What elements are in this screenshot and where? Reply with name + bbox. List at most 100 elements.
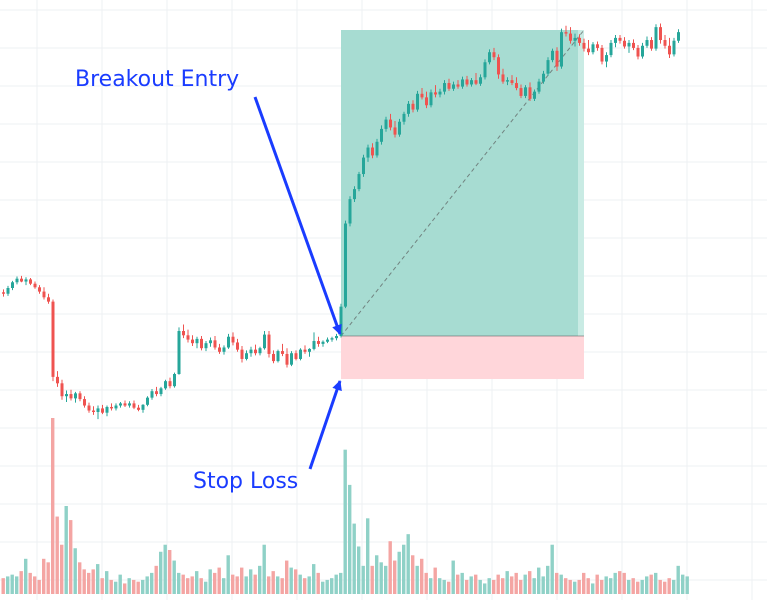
volume-bars bbox=[1, 418, 689, 594]
candle-body bbox=[510, 80, 514, 84]
volume-bar bbox=[240, 567, 244, 594]
candle bbox=[326, 337, 329, 344]
volume-bar bbox=[501, 578, 505, 594]
volume-bar bbox=[249, 569, 253, 594]
candle bbox=[443, 80, 446, 95]
volume-bar bbox=[505, 571, 509, 594]
volume-bar bbox=[685, 576, 689, 594]
candle bbox=[470, 78, 473, 87]
volume-bar bbox=[415, 565, 419, 594]
volume-bar bbox=[442, 579, 446, 594]
candle bbox=[596, 41, 599, 51]
candle bbox=[618, 35, 622, 44]
volume-bar bbox=[100, 578, 104, 594]
volume-bar bbox=[447, 581, 451, 594]
candle bbox=[357, 171, 361, 192]
volume-bar bbox=[114, 581, 118, 594]
candle-body bbox=[308, 348, 311, 352]
candle-body bbox=[317, 341, 320, 344]
volume-bar bbox=[1, 578, 5, 594]
candle bbox=[245, 350, 248, 361]
candle bbox=[132, 400, 136, 410]
candle-body bbox=[344, 223, 347, 307]
candle-body bbox=[20, 278, 23, 282]
candle bbox=[416, 90, 419, 112]
candle bbox=[524, 85, 527, 99]
candle bbox=[164, 379, 167, 390]
volume-bar bbox=[523, 574, 527, 594]
candle bbox=[519, 84, 523, 99]
volume-bar bbox=[298, 574, 302, 594]
volume-bar bbox=[510, 576, 514, 594]
candle-body bbox=[461, 79, 464, 87]
candle-body bbox=[632, 42, 635, 48]
volume-bar bbox=[204, 581, 208, 594]
candle-body bbox=[155, 391, 158, 395]
candle-body bbox=[434, 92, 437, 95]
candle-body bbox=[105, 406, 109, 413]
candle bbox=[663, 35, 667, 49]
candle-body bbox=[470, 80, 473, 85]
volume-bar bbox=[609, 578, 613, 594]
candle bbox=[569, 27, 572, 44]
candle bbox=[497, 54, 500, 79]
volume-bar bbox=[87, 572, 91, 594]
candle bbox=[155, 386, 158, 397]
volume-bar bbox=[213, 572, 217, 594]
candle-body bbox=[101, 408, 104, 413]
candle-body bbox=[677, 32, 680, 41]
entry-arrow bbox=[253, 96, 342, 335]
candle-body bbox=[515, 83, 518, 89]
candle bbox=[321, 340, 325, 347]
candle-body bbox=[254, 349, 257, 354]
volume-bar bbox=[595, 574, 599, 594]
candle-body bbox=[119, 403, 122, 406]
candle-body bbox=[110, 406, 113, 409]
candle-body bbox=[227, 336, 230, 348]
volume-bar bbox=[546, 565, 550, 594]
candle-body bbox=[537, 81, 541, 92]
candle bbox=[69, 389, 73, 401]
volume-bar bbox=[645, 576, 649, 594]
volume-bar bbox=[60, 544, 64, 594]
volume-bar bbox=[478, 579, 482, 594]
candle-body bbox=[303, 349, 307, 352]
candle-body bbox=[204, 343, 208, 349]
volume-bar bbox=[294, 569, 298, 594]
candle bbox=[578, 34, 581, 46]
candle-body bbox=[560, 32, 563, 67]
candle-body bbox=[465, 79, 469, 85]
volume-bar bbox=[132, 579, 136, 594]
candle-body bbox=[420, 93, 424, 98]
candle-body bbox=[245, 353, 248, 359]
candle-body bbox=[452, 84, 455, 89]
candle bbox=[173, 372, 176, 388]
candle-body bbox=[96, 408, 100, 412]
volume-bar bbox=[586, 578, 590, 594]
candle-body bbox=[546, 60, 550, 74]
volume-bar bbox=[672, 579, 676, 594]
candle bbox=[389, 113, 392, 131]
candle bbox=[177, 327, 181, 375]
candle-body bbox=[456, 84, 460, 87]
candle bbox=[182, 324, 185, 339]
candle bbox=[384, 116, 388, 132]
candle bbox=[213, 336, 217, 350]
volume-bar bbox=[321, 581, 325, 594]
candle bbox=[222, 345, 226, 355]
candle bbox=[434, 85, 437, 98]
candle bbox=[299, 348, 302, 361]
candle-body bbox=[506, 80, 509, 82]
candle bbox=[366, 144, 370, 162]
candle-body bbox=[42, 291, 46, 298]
candle-body bbox=[614, 37, 617, 43]
candle bbox=[632, 39, 635, 51]
candle bbox=[456, 80, 460, 89]
candle bbox=[501, 68, 505, 84]
volume-bar bbox=[577, 579, 581, 594]
candle bbox=[344, 220, 347, 309]
candle bbox=[627, 40, 631, 53]
candle bbox=[362, 154, 365, 177]
volume-bar bbox=[19, 571, 23, 594]
volume-bar bbox=[519, 579, 523, 594]
